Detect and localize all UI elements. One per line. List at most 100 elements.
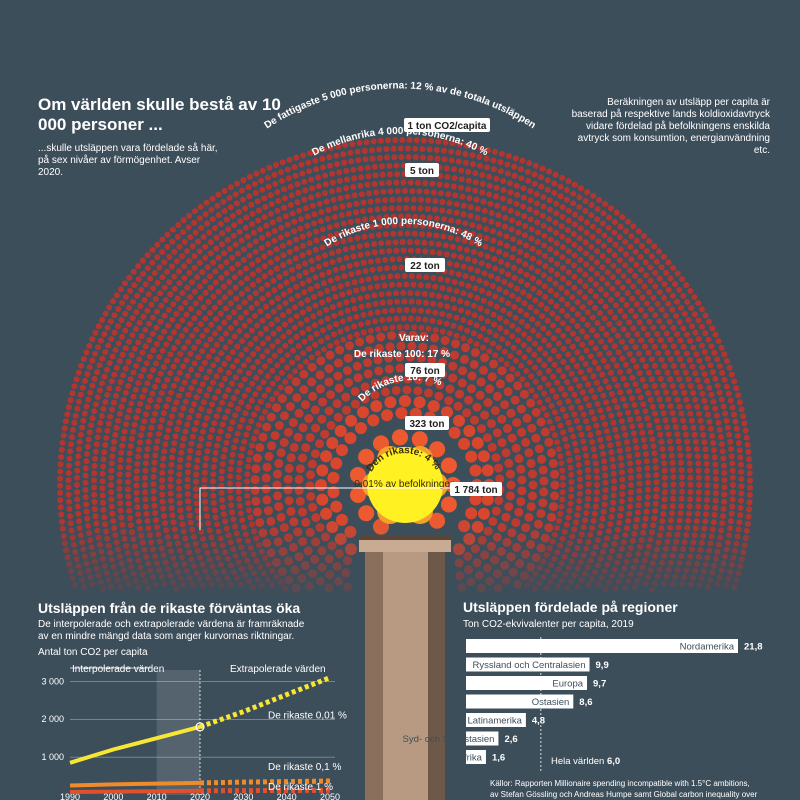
population-dot (214, 442, 221, 449)
population-dot (58, 446, 65, 453)
population-dot (111, 312, 118, 319)
population-dot (574, 311, 581, 318)
population-dot (481, 270, 488, 277)
population-dot (238, 565, 245, 572)
population-dot (568, 471, 575, 478)
population-dot (661, 489, 668, 496)
population-dot (286, 308, 292, 315)
population-dot (99, 317, 105, 323)
population-dot (697, 417, 704, 424)
population-dot (549, 425, 556, 432)
population-dot (605, 528, 612, 535)
population-dot (544, 177, 551, 184)
population-dot (645, 543, 652, 550)
population-dot (432, 198, 439, 205)
population-dot (350, 166, 357, 173)
population-dot (161, 580, 168, 587)
population-dot (210, 485, 216, 492)
population-dot (300, 350, 307, 357)
population-dot (480, 198, 487, 205)
population-dot (202, 462, 209, 469)
population-dot (269, 527, 279, 537)
population-dot (315, 174, 322, 181)
population-dot (72, 548, 79, 555)
population-dot (83, 458, 90, 465)
population-dot (337, 328, 344, 335)
population-dot (174, 233, 181, 240)
population-dot (708, 391, 715, 398)
population-dot (343, 254, 350, 261)
population-dot (603, 291, 610, 298)
population-dot (532, 570, 539, 577)
population-dot (723, 417, 730, 424)
population-dot (295, 464, 305, 474)
population-dot (534, 320, 541, 327)
population-dot (632, 557, 639, 564)
population-dot (219, 468, 225, 475)
population-dot (583, 229, 590, 236)
population-dot (623, 228, 629, 235)
population-dot (372, 172, 379, 179)
population-dot (213, 413, 220, 420)
population-dot (79, 424, 86, 431)
population-dot (687, 481, 694, 488)
population-dot (608, 514, 615, 520)
population-dot (262, 495, 272, 505)
population-dot (559, 406, 566, 413)
population-dot (703, 504, 710, 510)
population-dot (577, 369, 584, 375)
bar (466, 731, 499, 746)
population-dot (526, 502, 536, 512)
population-dot (644, 465, 651, 472)
population-dot (146, 532, 153, 539)
population-dot (235, 481, 242, 488)
population-dot (604, 269, 611, 276)
x-tick-label: 2050 (320, 792, 340, 800)
population-dot (445, 191, 452, 198)
population-dot (351, 279, 358, 286)
population-dot (458, 520, 471, 533)
population-dot (505, 373, 515, 383)
population-dot (258, 548, 265, 555)
population-dot (487, 442, 497, 452)
population-dot (253, 535, 260, 542)
population-dot (318, 397, 328, 407)
population-dot (622, 262, 629, 269)
population-dot (640, 325, 647, 332)
population-dot (550, 335, 557, 342)
population-dot (270, 330, 277, 337)
population-dot (237, 581, 244, 588)
population-dot (567, 464, 574, 471)
population-dot (640, 529, 647, 536)
population-dot (631, 584, 638, 591)
population-dot (607, 309, 614, 315)
population-dot (167, 291, 174, 298)
population-dot (448, 226, 455, 233)
population-dot (662, 482, 668, 488)
population-dot (600, 508, 607, 515)
population-dot (578, 355, 585, 362)
population-dot (234, 261, 241, 268)
population-dot (460, 290, 467, 297)
population-dot (712, 331, 719, 338)
population-dot (407, 247, 414, 254)
population-dot (360, 394, 370, 404)
population-dot (207, 434, 214, 440)
population-dot (728, 371, 735, 378)
population-dot (146, 320, 153, 327)
population-dot (330, 285, 337, 292)
population-dot (719, 369, 726, 376)
population-dot (408, 298, 415, 305)
population-dot (654, 389, 661, 396)
population-dot (206, 368, 213, 375)
population-dot (238, 399, 245, 406)
population-dot (320, 429, 330, 439)
population-dot (318, 338, 325, 345)
population-dot (250, 551, 257, 558)
population-dot (440, 233, 447, 240)
population-dot (150, 285, 157, 292)
population-dot (123, 421, 129, 428)
population-dot (449, 243, 456, 250)
population-dot (253, 170, 260, 177)
population-dot (117, 379, 124, 385)
